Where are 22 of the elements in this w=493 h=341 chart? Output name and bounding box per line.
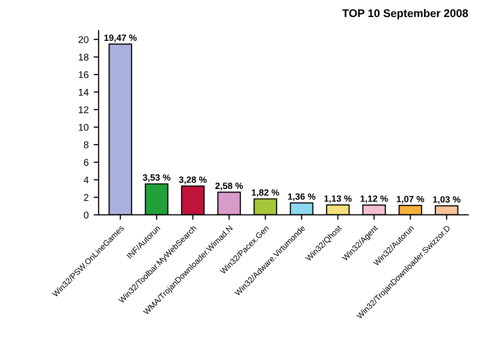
data-label: 3,53 % bbox=[142, 174, 170, 182]
y-tick-label: 16 bbox=[78, 71, 88, 78]
y-tick-label: 4 bbox=[84, 176, 89, 184]
y-tick-label: 6 bbox=[84, 158, 88, 166]
data-label: 1,12 % bbox=[360, 195, 388, 204]
data-label: 1,07 % bbox=[396, 196, 424, 204]
data-label: 1,36 % bbox=[288, 193, 316, 202]
chart-title: TOP 10 September 2008 bbox=[342, 9, 468, 20]
data-label: 2,58 % bbox=[215, 182, 243, 190]
data-label: 3,28 % bbox=[179, 176, 207, 184]
y-tick-label: 18 bbox=[78, 54, 88, 61]
y-tick-label: 8 bbox=[84, 141, 88, 148]
y-tick-label: 2 bbox=[84, 194, 88, 201]
data-label: 1,13 % bbox=[324, 195, 352, 204]
y-tick-label: 0 bbox=[84, 212, 88, 218]
y-tick-label: 10 bbox=[78, 124, 88, 131]
data-label: 19,47 % bbox=[104, 34, 137, 42]
y-tick-label: 14 bbox=[78, 88, 89, 96]
y-tick-label: 12 bbox=[78, 106, 88, 114]
data-label: 1,82 % bbox=[252, 189, 280, 198]
y-tick-label: 20 bbox=[78, 36, 88, 44]
data-label: 1,03 % bbox=[433, 196, 460, 204]
